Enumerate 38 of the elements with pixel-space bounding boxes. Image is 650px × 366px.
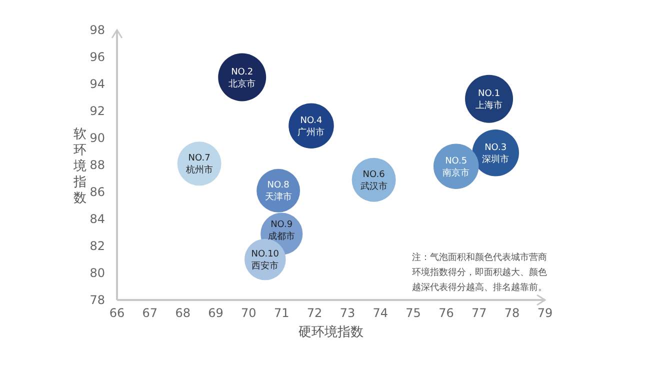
x-axis-title: 硬环境指数 <box>298 324 364 340</box>
x-tick-label: 76 <box>438 306 454 320</box>
data-label: NO.8 天津市 <box>264 180 292 203</box>
data-label: NO.3 深圳市 <box>482 142 510 165</box>
data-label: NO.6 武汉市 <box>360 170 388 192</box>
y-tick-label: 90 <box>90 131 105 145</box>
data-label: NO.2 北京市 <box>228 67 256 90</box>
y-tick-label: 98 <box>90 23 105 37</box>
data-label: NO.4 广州市 <box>298 116 325 138</box>
x-tick-label: 71 <box>274 306 290 320</box>
x-tick-label: 77 <box>472 306 487 320</box>
x-tick-label: 69 <box>208 306 224 320</box>
y-axis-title: 软环境指数 <box>72 127 86 206</box>
x-tick-label: 75 <box>406 306 421 320</box>
y-tick-label: 82 <box>90 239 105 253</box>
annotation: 注：气泡面积和颜色代表城市营商环境指数得分，即面积越大、颜色越深代表得分越高、排名越靠前。 <box>412 252 547 293</box>
x-tick-label: 70 <box>241 306 256 320</box>
x-tick-label: 73 <box>340 306 356 320</box>
y-tick-label: 88 <box>90 158 105 172</box>
x-tick-label: 79 <box>537 306 553 320</box>
y-tick-label: 96 <box>90 50 105 64</box>
x-tick-label: 67 <box>142 306 158 320</box>
data-label: NO.5 南京市 <box>442 156 470 178</box>
y-tick-label: 78 <box>90 293 105 307</box>
y-tick-label: 92 <box>90 104 105 118</box>
x-tick-label: 68 <box>175 306 190 320</box>
data-label: NO.10 西安市 <box>251 250 280 272</box>
x-tick-label: 74 <box>372 306 388 320</box>
data-label: NO.7 杭州市 <box>184 154 213 176</box>
y-tick-label: 84 <box>90 212 105 226</box>
y-tick-label: 94 <box>90 77 105 91</box>
y-tick-label: 86 <box>90 185 105 199</box>
y-tick-label: 80 <box>90 266 105 280</box>
data-label: NO.1 上海市 <box>476 88 503 111</box>
x-tick-label: 66 <box>109 306 125 320</box>
x-tick-label: 78 <box>504 306 520 320</box>
data-label: NO.9 成都市 <box>268 220 296 242</box>
x-tick-label: 72 <box>306 306 322 320</box>
